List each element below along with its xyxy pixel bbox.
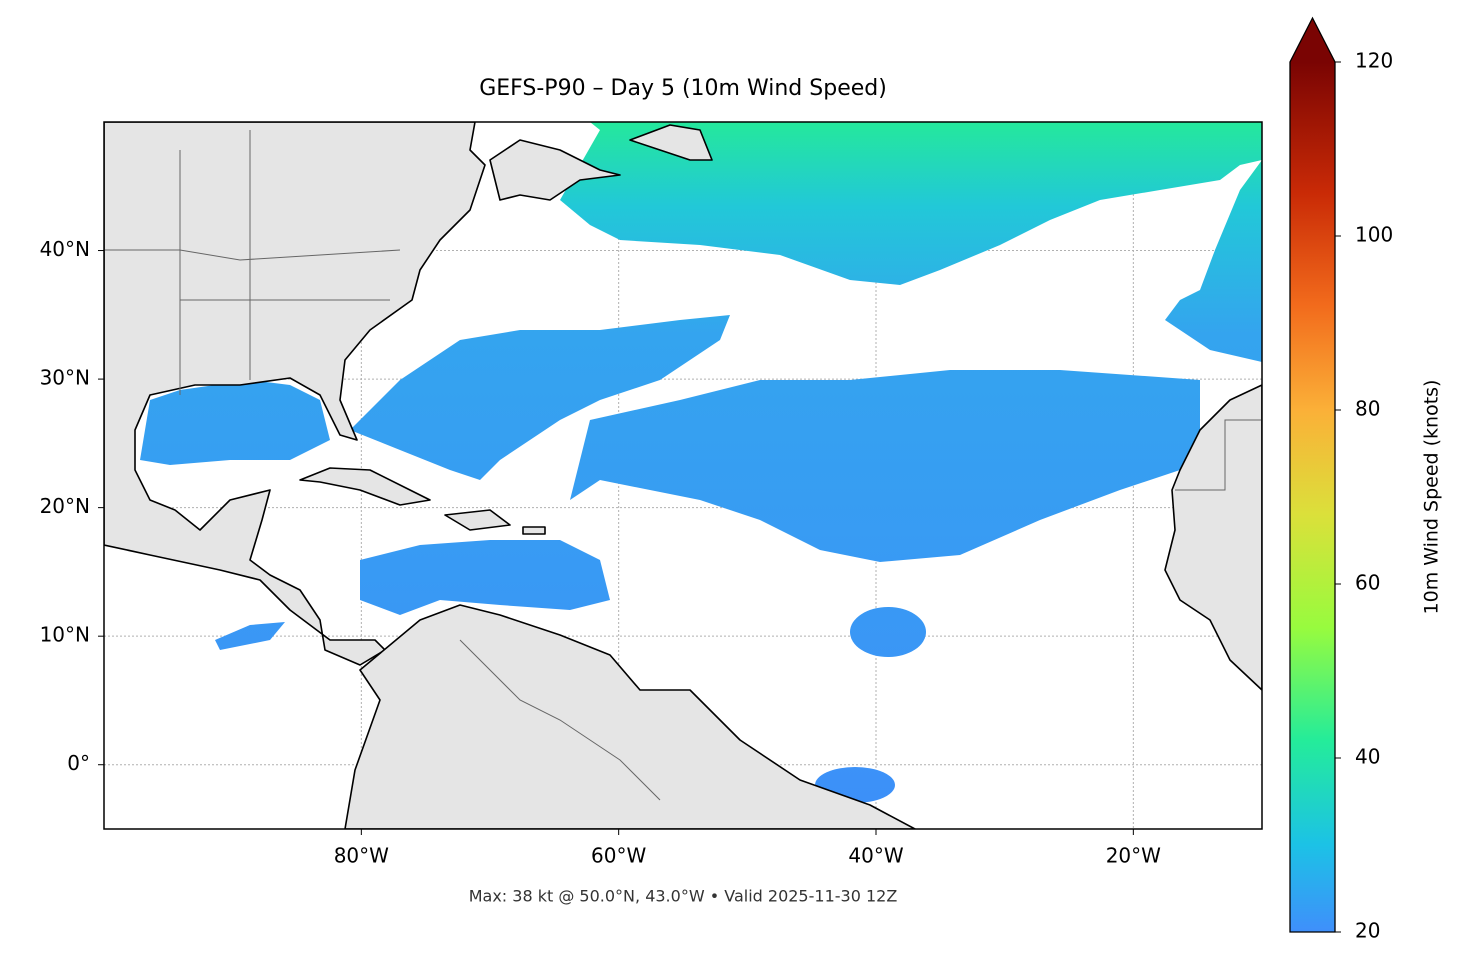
borders bbox=[1175, 419, 1262, 491]
map-area bbox=[104, 122, 1262, 829]
hispaniola bbox=[444, 509, 511, 531]
x-tick-label: 20°W bbox=[1106, 844, 1161, 868]
north-america bbox=[104, 122, 486, 666]
borders bbox=[459, 639, 661, 801]
y-tick-label: 40°N bbox=[40, 237, 90, 261]
y-tick-label: 10°N bbox=[40, 623, 90, 647]
colorbar-label: 10m Wind Speed (knots) bbox=[1421, 380, 1443, 615]
y-tick-label: 30°N bbox=[40, 366, 90, 390]
colorbar-tick-label: 40 bbox=[1355, 745, 1380, 769]
wind-area bbox=[1165, 160, 1262, 362]
south-america bbox=[344, 604, 916, 829]
colorbar-tick-label: 80 bbox=[1355, 397, 1380, 421]
x-tick-label: 40°W bbox=[848, 844, 903, 868]
wind-area bbox=[350, 315, 730, 480]
wind-area bbox=[140, 380, 330, 465]
wind-area bbox=[850, 607, 926, 657]
chart-title: GEFS-P90 – Day 5 (10m Wind Speed) bbox=[479, 76, 887, 101]
y-tick-label: 0° bbox=[67, 751, 90, 775]
y-tick-label: 20°N bbox=[40, 494, 90, 518]
maritimes bbox=[489, 139, 621, 201]
colorbar-extend bbox=[1290, 18, 1335, 62]
colorbar-tick-label: 20 bbox=[1355, 919, 1380, 943]
map-frame bbox=[103, 121, 1263, 830]
borders bbox=[104, 249, 401, 261]
colorbar-tick-label: 60 bbox=[1355, 571, 1380, 595]
wind-area bbox=[360, 540, 610, 615]
colorbar-tick-label: 100 bbox=[1355, 223, 1393, 247]
wind-field bbox=[140, 122, 1262, 803]
puerto-rico bbox=[522, 526, 546, 535]
colorbar-gradient bbox=[1290, 62, 1335, 932]
x-tick-label: 60°W bbox=[591, 844, 646, 868]
colorbar: 10m Wind Speed (knots) 20 40 60 80 100 120 bbox=[1289, 16, 1443, 943]
wind-area bbox=[560, 122, 1262, 285]
newfoundland bbox=[629, 124, 713, 161]
wind-area bbox=[215, 622, 285, 650]
colorbar-frame bbox=[1289, 16, 1336, 933]
wind-area bbox=[570, 370, 1200, 562]
land bbox=[104, 122, 1262, 829]
colorbar-tick-label: 120 bbox=[1355, 49, 1393, 73]
axis-ticks: 80°W 60°W 40°W 20°W 0° 10°N 20°N 30°N 40°N bbox=[40, 237, 1162, 867]
africa bbox=[1164, 384, 1262, 691]
cuba bbox=[299, 467, 431, 506]
footer-note: Max: 38 kt @ 50.0°N, 43.0°W • Valid 2025… bbox=[469, 887, 898, 906]
x-tick-label: 80°W bbox=[334, 844, 389, 868]
